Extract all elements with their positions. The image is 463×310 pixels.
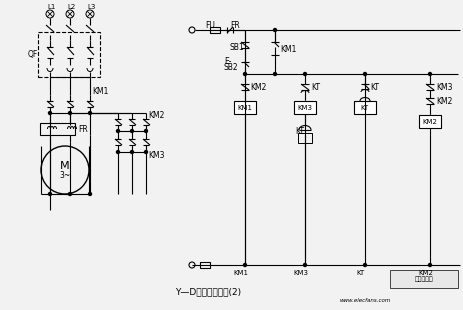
Text: 3~: 3~: [59, 171, 70, 180]
Text: KM3: KM3: [148, 150, 164, 160]
Text: KT: KT: [294, 127, 303, 136]
Bar: [389, 270, 457, 288]
Text: FU: FU: [205, 20, 214, 29]
Circle shape: [427, 73, 431, 76]
Bar: [297, 133, 311, 143]
Circle shape: [363, 73, 366, 76]
Circle shape: [116, 130, 119, 132]
Bar: [353, 101, 375, 114]
Circle shape: [49, 112, 51, 114]
Text: Y—D起动控制电路(2): Y—D起动控制电路(2): [175, 287, 241, 296]
Text: KT: KT: [356, 270, 364, 276]
Circle shape: [88, 112, 91, 114]
Bar: [418, 115, 440, 128]
Text: www.elecfans.com: www.elecfans.com: [339, 298, 390, 303]
Bar: [40, 123, 75, 135]
Circle shape: [273, 29, 276, 32]
Text: KM2: KM2: [250, 83, 266, 92]
Text: L3: L3: [87, 4, 95, 10]
Circle shape: [273, 73, 276, 76]
Text: 电子发烧友: 电子发烧友: [414, 276, 432, 282]
Text: SB2: SB2: [224, 64, 238, 73]
Circle shape: [144, 130, 147, 132]
Text: KM1: KM1: [233, 270, 248, 276]
Circle shape: [427, 264, 431, 267]
Text: L1: L1: [47, 4, 55, 10]
Text: KM2: KM2: [148, 110, 164, 119]
Bar: [294, 101, 315, 114]
Circle shape: [243, 264, 246, 267]
Text: M: M: [60, 161, 69, 171]
Circle shape: [303, 264, 306, 267]
Text: KM1: KM1: [92, 87, 108, 96]
Text: KM1: KM1: [279, 46, 296, 55]
Bar: [233, 101, 256, 114]
Text: KM2: KM2: [418, 270, 432, 276]
Bar: [210, 27, 219, 33]
Text: KT: KT: [310, 83, 319, 92]
Text: KM3: KM3: [435, 83, 451, 92]
Text: FR: FR: [78, 125, 88, 134]
Text: KM3: KM3: [297, 105, 312, 111]
Text: KM3: KM3: [293, 270, 308, 276]
Circle shape: [49, 193, 51, 196]
Bar: [200, 262, 210, 268]
Circle shape: [116, 150, 119, 153]
Text: QF: QF: [28, 50, 38, 59]
Circle shape: [69, 112, 71, 114]
Text: SB1: SB1: [230, 42, 244, 51]
Circle shape: [243, 73, 246, 76]
Text: KT: KT: [360, 105, 369, 111]
Bar: [38, 32, 100, 77]
Circle shape: [144, 150, 147, 153]
Circle shape: [88, 193, 91, 196]
Text: KM2: KM2: [435, 98, 451, 107]
Circle shape: [69, 193, 71, 196]
Text: KM1: KM1: [237, 105, 252, 111]
Text: FR: FR: [230, 20, 239, 29]
Circle shape: [363, 264, 366, 267]
Text: KT: KT: [369, 83, 378, 92]
Text: KM2: KM2: [422, 119, 437, 125]
Text: E-: E-: [224, 57, 231, 67]
Circle shape: [130, 130, 133, 132]
Circle shape: [303, 73, 306, 76]
Circle shape: [130, 150, 133, 153]
Text: L2: L2: [67, 4, 75, 10]
